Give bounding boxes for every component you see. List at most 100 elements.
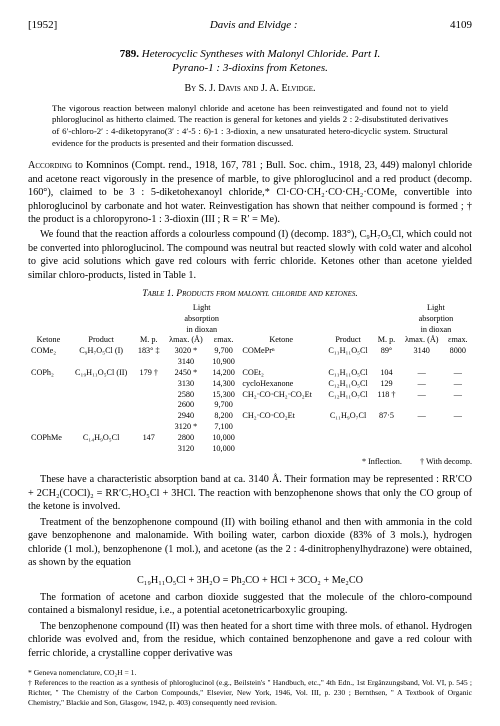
table-cell: 2940 — [164, 411, 208, 422]
col-ketone-r: Ketone — [239, 335, 323, 346]
table-cell — [373, 422, 400, 433]
table-cell — [69, 400, 133, 411]
table-cell: 10,000 — [208, 433, 240, 444]
tfoot-decomp: † With decomp. — [420, 457, 472, 468]
table-row: 313014,300cycloHexanoneC₁₂H₁₁O₅Cl129—— — [28, 379, 472, 390]
running-head: [1952] Davis and Elvidge : 4109 — [28, 18, 472, 33]
table-cell — [133, 379, 164, 390]
table-cell: 14,300 — [208, 379, 240, 390]
table-cell — [373, 444, 400, 455]
table-cell: — — [444, 368, 472, 379]
table-cell — [239, 400, 323, 411]
table-cell: C₁₂H₁₁O₇Cl — [323, 390, 373, 401]
table-cell — [28, 400, 69, 411]
products-table: Lightabsorptionin dioxan Lightabsorption… — [28, 303, 472, 455]
table-cell: 3140 — [164, 357, 208, 368]
footnote-b: † References to the reaction as a synthe… — [28, 678, 472, 708]
col-product-r: Product — [323, 335, 373, 346]
table-cell: 3120 — [164, 444, 208, 455]
table-row: COPhMeC₁₄H₉O₅Cl147280010,000 — [28, 433, 472, 444]
table-cell — [28, 411, 69, 422]
table-cell: — — [400, 379, 444, 390]
abstract: The vigorous reaction between malonyl ch… — [52, 103, 448, 149]
col-lambda-r: λmax. (Å) — [400, 335, 444, 346]
article-title: 789. Heterocyclic Syntheses with Malonyl… — [28, 47, 472, 76]
col-ketone-l: Ketone — [28, 335, 69, 346]
table-cell: 10,000 — [208, 444, 240, 455]
table-cell: C₁₄H₉O₅Cl — [69, 433, 133, 444]
table-body: COMe₂C₉H₇O₅Cl (I)183° ‡3020 *9,700COMePr… — [28, 346, 472, 454]
table-cell — [239, 422, 323, 433]
table-cell: 2600 — [164, 400, 208, 411]
table-cell — [28, 379, 69, 390]
table-cell: COMePrⁿ — [239, 346, 323, 357]
table-footnotes: * Inflection. † With decomp. — [28, 457, 472, 468]
article-number: 789. — [120, 48, 139, 60]
table-cell — [69, 444, 133, 455]
table-cell: C₁₁H₁₁O₅Cl — [323, 368, 373, 379]
table-head: Lightabsorptionin dioxan Lightabsorption… — [28, 303, 472, 346]
table-column-headers: Ketone Product M. p. λmax. (Å) εmax. Ket… — [28, 335, 472, 346]
table-row: 3120 *7,100 — [28, 422, 472, 433]
table-cell — [444, 357, 472, 368]
table-cell — [28, 390, 69, 401]
table-cell: 3120 * — [164, 422, 208, 433]
table-cell — [444, 433, 472, 444]
runhead-authors: Davis and Elvidge : — [210, 18, 298, 33]
table-cell: 8000 — [444, 346, 472, 357]
table-cell — [323, 400, 373, 411]
table-cell: 14,200 — [208, 368, 240, 379]
table-cell: 89° — [373, 346, 400, 357]
table-cell: COMe₂ — [28, 346, 69, 357]
table-cell — [323, 357, 373, 368]
table-cell: CH₂·CO·CH₂·CO₂Et — [239, 390, 323, 401]
table-cell: 3130 — [164, 379, 208, 390]
table-row: 29408,200CH₂·CO·CO₂EtC₁₁H₉O₇Cl87·5—— — [28, 411, 472, 422]
table-cell — [69, 390, 133, 401]
para1-rest: to Komninos (Compt. rend., 1918, 167, 78… — [28, 160, 472, 225]
table-cell — [239, 433, 323, 444]
light-absorption-header-left: Lightabsorptionin dioxan — [164, 303, 239, 335]
table-cell — [373, 433, 400, 444]
table-cell — [133, 444, 164, 455]
table-cell: 9,700 — [208, 346, 240, 357]
table-cell: 10,900 — [208, 357, 240, 368]
table-cell — [444, 400, 472, 411]
table-cell: C₁₁H₉O₇Cl — [323, 411, 373, 422]
table-cell: 15,300 — [208, 390, 240, 401]
table-cell — [28, 357, 69, 368]
table-cell: CH₂·CO·CO₂Et — [239, 411, 323, 422]
footnote-a: * Geneva nomenclature, CO₂H = 1. — [28, 668, 472, 678]
table-cell: 8,200 — [208, 411, 240, 422]
page: [1952] Davis and Elvidge : 4109 789. Het… — [0, 0, 500, 726]
table-cell: 3020 * — [164, 346, 208, 357]
table-cell: 3140 — [400, 346, 444, 357]
table-cell — [133, 422, 164, 433]
table-caption: Table 1. Products from malonyl chloride … — [28, 288, 472, 301]
col-mp-l: M. p. — [133, 335, 164, 346]
table-cell: — — [444, 390, 472, 401]
table-cell: 118 † — [373, 390, 400, 401]
tfoot-inflection: * Inflection. — [362, 457, 402, 468]
paragraph-2: We found that the reaction affords a col… — [28, 228, 472, 282]
table-row: 258015,300CH₂·CO·CH₂·CO₂EtC₁₂H₁₁O₇Cl118 … — [28, 390, 472, 401]
table-row: 312010,000 — [28, 444, 472, 455]
table-cell: 2800 — [164, 433, 208, 444]
table-cell — [444, 422, 472, 433]
table-cell: 87·5 — [373, 411, 400, 422]
table-cell: COEt₂ — [239, 368, 323, 379]
table-cell — [400, 357, 444, 368]
table-cell — [373, 357, 400, 368]
runhead-pagenum: 4109 — [450, 18, 472, 33]
table-row: COMe₂C₉H₇O₅Cl (I)183° ‡3020 *9,700COMePr… — [28, 346, 472, 357]
paragraph-6: The benzophenone compound (II) was then … — [28, 620, 472, 660]
table-cell: COPhMe — [28, 433, 69, 444]
table-cell: C₁₂H₁₁O₅Cl — [323, 379, 373, 390]
table-cell: C₁₁H₁₁O₅Cl — [323, 346, 373, 357]
article-title-main: Heterocyclic Syntheses with Malonyl Chlo… — [142, 48, 380, 60]
table-cell: 129 — [373, 379, 400, 390]
table-row: 314010,900 — [28, 357, 472, 368]
table-cell: — — [400, 411, 444, 422]
table-cell — [69, 422, 133, 433]
equation: C₁₉H₁₁O₅Cl + 3H₂O = Ph₂CO + HCl + 3CO₂ +… — [28, 574, 472, 587]
